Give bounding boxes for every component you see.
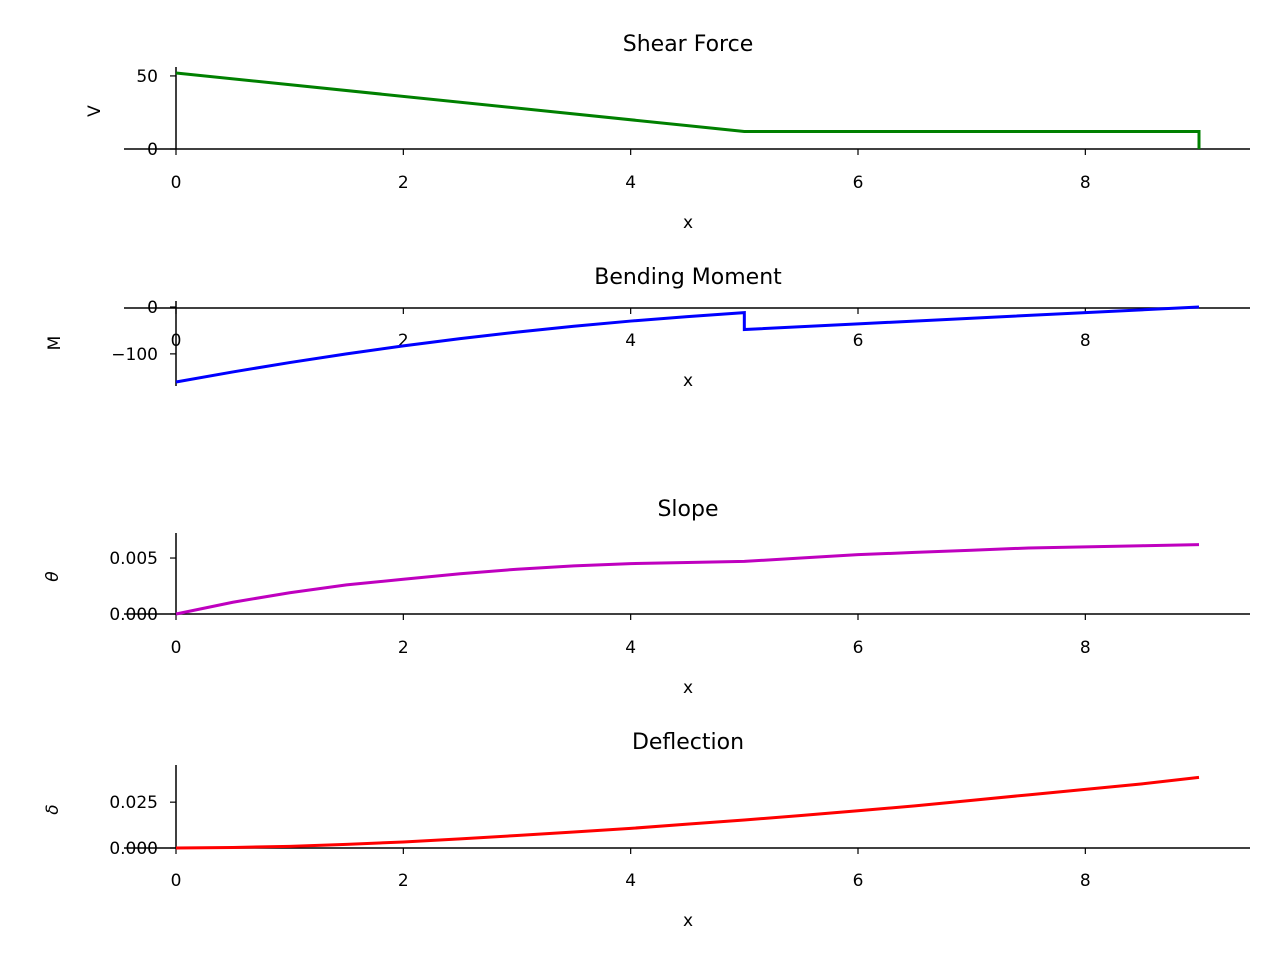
shear-force-curve — [175, 71, 1201, 149]
shear-force-title: Shear Force — [623, 32, 754, 57]
bending-moment-y-tick-label: 0 — [147, 298, 158, 318]
bending-moment-x-tick-label: 2 — [398, 331, 409, 351]
slope-x-tick-label: 4 — [625, 638, 636, 658]
slope-x-label: x — [683, 678, 693, 698]
bending-moment-x-tick-label: 0 — [171, 331, 182, 351]
slope-x-tick-label: 2 — [398, 638, 409, 658]
bending-moment-title: Bending Moment — [594, 265, 782, 290]
slope-subplot: Slope 0 2 4 6 8 0.000 0.005 x θ — [43, 497, 1250, 698]
bending-moment-y-label: M — [45, 336, 65, 351]
shear-force-y-tick-label: 0 — [147, 140, 158, 160]
shear-force-subplot: Shear Force 0 2 4 6 8 0 50 x V — [85, 32, 1250, 233]
slope-x-tick-label: 8 — [1080, 638, 1091, 658]
bending-moment-x-label: x — [683, 371, 693, 391]
shear-force-x-tick-label: 6 — [853, 173, 864, 193]
deflection-title: Deflection — [632, 730, 744, 755]
bending-moment-x-tick-label: 4 — [625, 331, 636, 351]
shear-force-x-tick-label: 2 — [398, 173, 409, 193]
deflection-x-tick-label: 6 — [853, 871, 864, 891]
deflection-curve — [175, 775, 1200, 850]
deflection-x-label: x — [683, 911, 693, 931]
bending-moment-y-tick-label: −100 — [111, 345, 158, 365]
shear-force-y-label: V — [85, 105, 105, 117]
deflection-y-tick-label: 0.025 — [109, 793, 158, 813]
shear-force-x-tick-label: 4 — [625, 173, 636, 193]
slope-title: Slope — [657, 497, 718, 522]
deflection-y-tick-label: 0.000 — [109, 839, 158, 859]
slope-curve — [175, 543, 1200, 616]
bending-moment-x-tick-label: 6 — [853, 331, 864, 351]
slope-x-tick-label: 0 — [171, 638, 182, 658]
bending-moment-subplot: Bending Moment 0 2 4 6 8 0 −100 x M — [45, 265, 1250, 391]
slope-x-tick-label: 6 — [853, 638, 864, 658]
deflection-x-tick-label: 0 — [171, 871, 182, 891]
slope-y-tick-label: 0.005 — [109, 549, 158, 569]
slope-y-tick-label: 0.000 — [109, 605, 158, 625]
deflection-x-tick-label: 4 — [625, 871, 636, 891]
slope-y-label: θ — [43, 571, 63, 582]
shear-force-x-label: x — [683, 213, 693, 233]
shear-force-y-tick-label: 50 — [136, 67, 158, 87]
deflection-subplot: Deflection 0 2 4 6 8 0.000 0.025 x δ — [43, 730, 1250, 931]
deflection-x-tick-label: 8 — [1080, 871, 1091, 891]
shear-force-x-tick-label: 8 — [1080, 173, 1091, 193]
shear-force-x-tick-label: 0 — [171, 173, 182, 193]
deflection-x-tick-label: 2 — [398, 871, 409, 891]
bending-moment-curve — [175, 305, 1200, 384]
bending-moment-x-tick-label: 8 — [1080, 331, 1091, 351]
deflection-y-label: δ — [43, 804, 63, 814]
